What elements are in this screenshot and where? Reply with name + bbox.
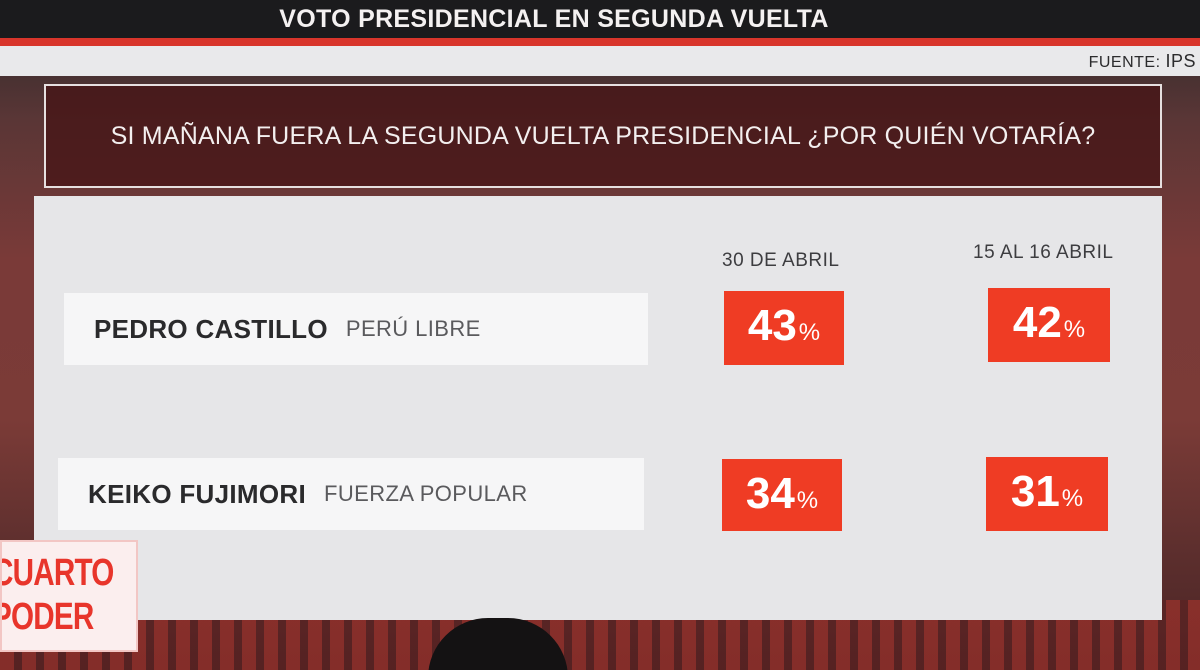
percent-box-fujimori-15-16-abril: 31% — [986, 457, 1108, 531]
page-title: VOTO PRESIDENCIAL EN SEGUNDA VUELTA — [279, 4, 829, 33]
percent-value: 43 — [747, 301, 797, 350]
results-panel — [34, 196, 1162, 620]
top-title-bar: VOTO PRESIDENCIAL EN SEGUNDA VUELTA — [0, 0, 1200, 38]
column-header-15-16-abril: 15 AL 16 ABRIL — [973, 242, 1114, 263]
source-label: FUENTE: IPS — [1089, 51, 1196, 72]
percent-value: 34 — [745, 469, 795, 518]
candidate-card-castillo: PEDRO CASTILLO PERÚ LIBRE — [64, 293, 648, 365]
cuarto-poder-logo: CUARTO PODER — [0, 540, 138, 652]
percent-symbol: % — [1063, 316, 1086, 343]
percent-box-castillo-30-abril: 43% — [724, 291, 844, 365]
candidate-name: KEIKO FUJIMORI — [88, 478, 306, 509]
candidate-card-fujimori: KEIKO FUJIMORI FUERZA POPULAR — [58, 458, 644, 530]
percent-symbol: % — [796, 487, 819, 514]
column-header-30-abril: 30 DE ABRIL — [722, 250, 840, 271]
accent-strip — [0, 38, 1200, 46]
candidate-name: PEDRO CASTILLO — [94, 313, 328, 344]
question-box: SI MAÑANA FUERA LA SEGUNDA VUELTA PRESID… — [44, 84, 1162, 188]
question-text: SI MAÑANA FUERA LA SEGUNDA VUELTA PRESID… — [110, 121, 1096, 150]
percent-symbol: % — [1061, 485, 1084, 512]
candidate-party: FUERZA POPULAR — [324, 481, 528, 506]
percent-symbol: % — [798, 319, 821, 346]
source-bar: FUENTE: IPS — [0, 46, 1200, 76]
percent-value: 31 — [1010, 467, 1060, 516]
percent-value: 42 — [1012, 298, 1062, 347]
percent-box-castillo-15-16-abril: 42% — [988, 288, 1110, 362]
candidate-party: PERÚ LIBRE — [345, 316, 481, 341]
percent-box-fujimori-30-abril: 34% — [722, 459, 842, 531]
logo-line-2: PODER — [0, 596, 94, 638]
source-label-text: FUENTE: — [1088, 54, 1161, 71]
logo-line-1: CUARTO — [0, 552, 114, 594]
source-value: IPS — [1165, 51, 1196, 71]
